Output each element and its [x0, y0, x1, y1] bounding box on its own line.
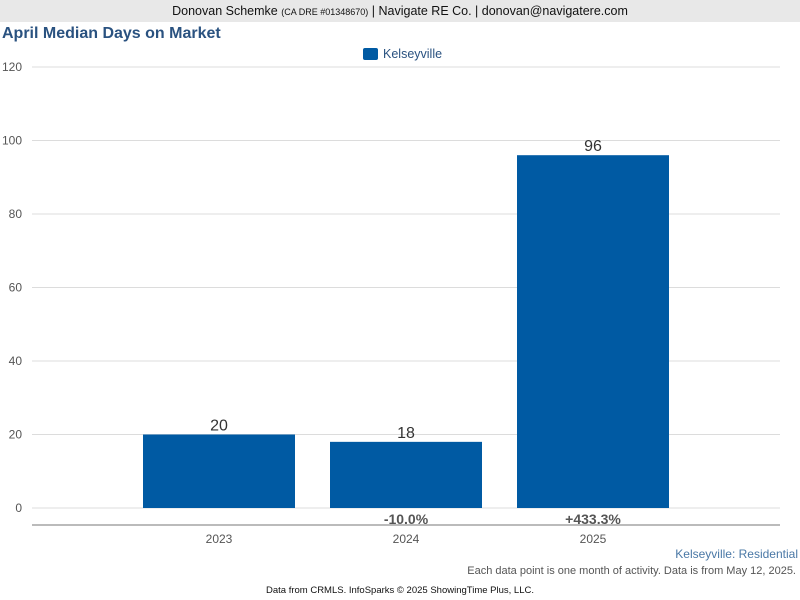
legend-swatch — [363, 48, 378, 60]
x-tick-label: 2024 — [393, 532, 420, 546]
bar-value-label: 18 — [397, 425, 415, 442]
x-tick-label: 2023 — [206, 532, 233, 546]
y-tick-label: 120 — [2, 60, 22, 74]
legend-label: Kelseyville — [383, 47, 443, 61]
bar — [330, 441, 482, 508]
y-tick-label: 0 — [15, 501, 22, 515]
agent-company-email: | Navigate RE Co. | donovan@navigatere.c… — [371, 4, 628, 18]
bar — [143, 434, 295, 508]
agent-name: Donovan Schemke — [172, 4, 278, 18]
change-label: -10.0% — [384, 511, 429, 527]
chart-title: April Median Days on Market — [2, 25, 221, 42]
bar-value-label: 20 — [210, 418, 228, 435]
footer-source: Data from CRMLS. InfoSparks © 2025 Showi… — [265, 585, 534, 596]
y-tick-label: 100 — [2, 134, 22, 148]
change-label: +433.3% — [565, 511, 621, 527]
y-tick-label: 80 — [9, 207, 23, 221]
y-tick-label: 60 — [9, 281, 23, 295]
chart-subtitle: Kelseyville: Residential — [675, 547, 798, 561]
agent-license: (CA DRE #01348670) — [281, 7, 369, 17]
bar — [517, 155, 669, 508]
agent-header: Donovan Schemke (CA DRE #01348670) | Nav… — [0, 0, 800, 22]
x-tick-label: 2025 — [580, 532, 607, 546]
bar-value-label: 96 — [584, 138, 602, 155]
y-tick-label: 20 — [9, 428, 23, 442]
data-note: Each data point is one month of activity… — [467, 565, 796, 577]
chart-legend[interactable]: Kelseyville — [363, 46, 442, 62]
y-tick-label: 40 — [9, 354, 23, 368]
